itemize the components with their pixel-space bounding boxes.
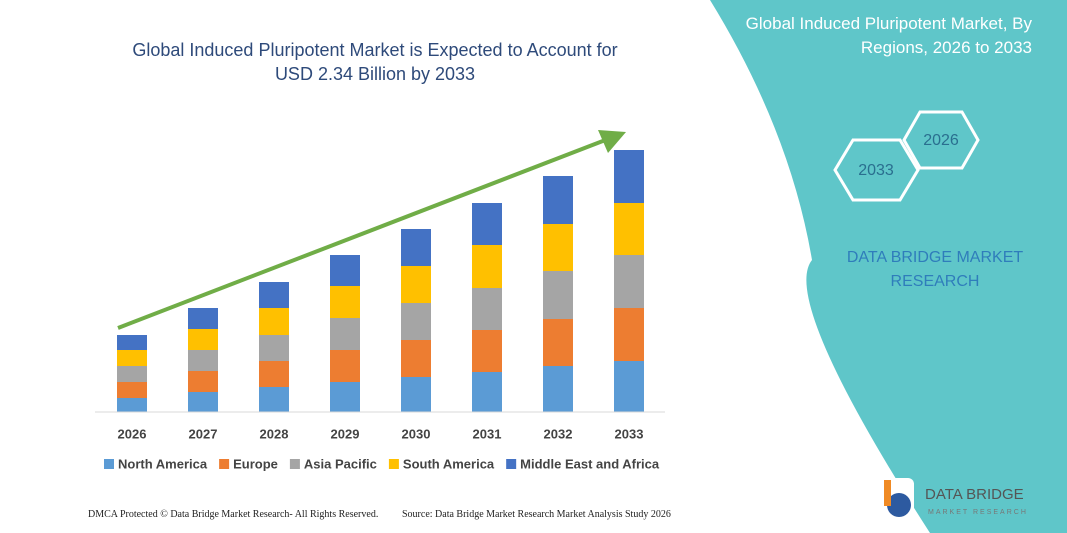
bar-segment (401, 377, 431, 412)
trend-arrow (117, 137, 609, 330)
x-tick-label: 2028 (260, 426, 289, 441)
logo-icon (887, 493, 911, 517)
bar-segment (401, 303, 431, 340)
hexagon (833, 138, 920, 202)
bar-segment (614, 361, 644, 412)
bar-segment (330, 350, 360, 382)
bar-segment (472, 203, 502, 245)
bar-segment (259, 308, 289, 335)
bar-segment (543, 366, 573, 412)
bar-segment (259, 361, 289, 387)
bar-segment (188, 371, 218, 392)
legend-label: North America (118, 456, 208, 471)
logo-icon (884, 480, 891, 506)
bar-segment (401, 340, 431, 377)
bar-segment (614, 308, 644, 361)
bar-segment (188, 329, 218, 350)
bar-segment (188, 308, 218, 329)
legend-swatch (104, 459, 114, 469)
legend-swatch (388, 459, 399, 469)
legend-swatch (506, 459, 517, 469)
bar-segment (401, 266, 431, 303)
x-tick-label: 2032 (544, 426, 573, 441)
legend-label: Asia Pacific (304, 456, 377, 471)
legend-label: Middle East and Africa (520, 456, 660, 471)
panel-background (710, 0, 1067, 533)
legend-swatch (289, 459, 300, 469)
bar-segment (614, 255, 644, 308)
trend-arrowhead (598, 130, 626, 153)
x-tick-label: 2030 (402, 426, 431, 441)
logo-tagline: MARKET RESEARCH (928, 509, 1028, 516)
bar-segment (614, 203, 644, 255)
bar-segment (330, 286, 360, 318)
hexagon-label: 2026 (923, 132, 959, 149)
bar-segment (117, 335, 147, 350)
bar-segment (330, 382, 360, 412)
x-tick-label: 2031 (473, 426, 502, 441)
legend-swatch (219, 459, 230, 469)
bar-segment (543, 176, 573, 224)
bar-segment (117, 366, 147, 382)
hexagon-label: 2033 (858, 162, 894, 179)
bar-segment (117, 382, 147, 398)
bar-segment (472, 372, 502, 412)
bar-segment (188, 350, 218, 371)
x-tick-label: 2027 (189, 426, 218, 441)
x-tick-label: 2033 (615, 426, 644, 441)
bar-segment (543, 271, 573, 319)
footer-source: Source: Data Bridge Market Research Mark… (402, 509, 671, 520)
bar-segment (472, 245, 502, 288)
hexagon (902, 110, 980, 170)
footer-copyright: DMCA Protected © Data Bridge Market Rese… (88, 509, 379, 520)
bar-segment (259, 387, 289, 412)
panel-brand: DATA BRIDGE MARKET RESEARCH (846, 249, 1024, 290)
bar-segment (330, 318, 360, 350)
x-tick-label: 2026 (118, 426, 147, 441)
logo-name: DATA BRIDGE (925, 486, 1024, 503)
bar-segment (188, 392, 218, 412)
bar-segment (472, 330, 502, 372)
chart-title: Global Induced Pluripotent Market is Exp… (132, 40, 618, 84)
panel-title: Global Induced Pluripotent Market, By Re… (745, 14, 1032, 57)
legend-label: South America (403, 456, 495, 471)
bar-segment (330, 255, 360, 286)
bar-segment (543, 319, 573, 366)
bar-segment (117, 350, 147, 366)
bar-segment (259, 282, 289, 308)
bar-segment (543, 224, 573, 271)
bar-segment (117, 398, 147, 412)
bar-segment (614, 150, 644, 203)
bar-segment (401, 229, 431, 266)
bar-segment (259, 335, 289, 361)
bar-segment (472, 288, 502, 330)
x-tick-label: 2029 (331, 426, 360, 441)
legend-label: Europe (233, 456, 278, 471)
